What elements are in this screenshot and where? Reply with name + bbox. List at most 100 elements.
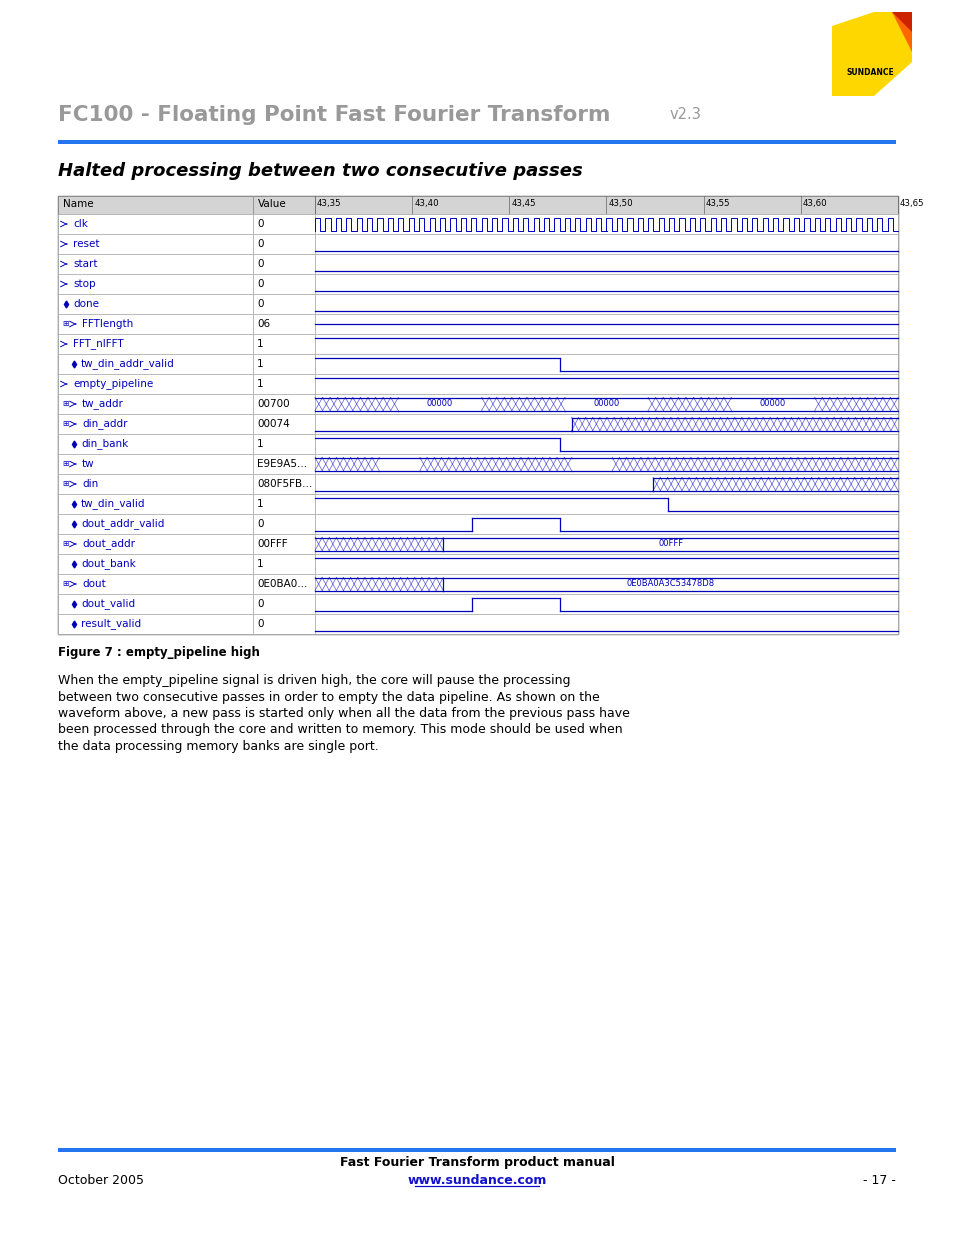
Bar (253, 614, 314, 634)
Text: dout_valid: dout_valid (81, 599, 135, 609)
Bar (58, 534, 253, 555)
Text: 0E0BA0...: 0E0BA0... (256, 579, 307, 589)
Text: the data processing memory banks are single port.: the data processing memory banks are sin… (58, 740, 378, 753)
Text: 00000: 00000 (426, 399, 453, 409)
Bar (253, 254, 314, 274)
Text: between two consecutive passes in order to empty the data pipeline. As shown on : between two consecutive passes in order … (58, 690, 599, 704)
Text: 43,35: 43,35 (316, 199, 341, 207)
Bar (253, 574, 314, 594)
Bar (253, 433, 314, 454)
Bar (314, 354, 897, 374)
Bar (58, 555, 253, 574)
Bar (253, 214, 314, 233)
Bar (314, 555, 897, 574)
Text: 0E0BA0A3C53478D8: 0E0BA0A3C53478D8 (626, 579, 714, 589)
Text: ⊞: ⊞ (62, 320, 69, 329)
Bar (314, 614, 897, 634)
Text: 0: 0 (256, 299, 263, 309)
Text: ⊞: ⊞ (62, 479, 69, 489)
Text: 0: 0 (256, 519, 263, 529)
Text: ⊞: ⊞ (62, 420, 69, 429)
Text: SUNDANCE: SUNDANCE (845, 68, 893, 77)
Bar (58, 294, 253, 314)
Text: Fast Fourier Transform product manual: Fast Fourier Transform product manual (339, 1156, 614, 1170)
Bar (314, 196, 897, 214)
Bar (253, 454, 314, 474)
Text: Figure 7 : empty_pipeline high: Figure 7 : empty_pipeline high (58, 646, 259, 659)
Text: 00074: 00074 (256, 419, 290, 429)
Bar (253, 555, 314, 574)
Bar (58, 214, 253, 233)
Bar (58, 274, 253, 294)
Text: FC100 - Floating Point Fast Fourier Transform: FC100 - Floating Point Fast Fourier Tran… (58, 105, 610, 125)
Text: 43,65: 43,65 (899, 199, 923, 207)
Bar (314, 494, 897, 514)
Text: ⊞: ⊞ (62, 540, 69, 548)
Text: 43,60: 43,60 (802, 199, 826, 207)
Polygon shape (831, 12, 911, 96)
Text: been processed through the core and written to memory. This mode should be used : been processed through the core and writ… (58, 724, 622, 736)
Bar (314, 274, 897, 294)
Text: 1: 1 (256, 338, 263, 350)
Text: - 17 -: - 17 - (862, 1174, 895, 1187)
Text: 06: 06 (256, 319, 270, 329)
Text: 0: 0 (256, 240, 263, 249)
Text: tw_din_addr_valid: tw_din_addr_valid (81, 358, 174, 369)
Text: ⊞: ⊞ (62, 579, 69, 589)
Text: ⊞: ⊞ (62, 399, 69, 409)
Polygon shape (873, 12, 911, 52)
Bar (253, 514, 314, 534)
Bar (314, 314, 897, 333)
Bar (58, 454, 253, 474)
Text: 43,55: 43,55 (705, 199, 730, 207)
Bar (58, 594, 253, 614)
Text: 43,50: 43,50 (608, 199, 633, 207)
Bar (314, 474, 897, 494)
Text: 0: 0 (256, 279, 263, 289)
Text: dout_bank: dout_bank (81, 558, 135, 569)
Text: ⊞: ⊞ (62, 459, 69, 468)
Text: 00700: 00700 (256, 399, 290, 409)
Text: 1: 1 (256, 379, 263, 389)
Bar (253, 594, 314, 614)
Bar (314, 394, 897, 414)
Bar (58, 196, 253, 214)
Bar (58, 494, 253, 514)
Bar (314, 574, 897, 594)
Text: 0: 0 (256, 619, 263, 629)
Bar (253, 233, 314, 254)
Text: www.sundance.com: www.sundance.com (407, 1174, 546, 1187)
Bar (58, 196, 897, 634)
Text: din_bank: din_bank (81, 438, 128, 450)
Text: dout: dout (82, 579, 106, 589)
Text: 00000: 00000 (593, 399, 619, 409)
Bar (58, 394, 253, 414)
Text: waveform above, a new pass is started only when all the data from the previous p: waveform above, a new pass is started on… (58, 706, 629, 720)
Bar (253, 534, 314, 555)
Bar (58, 374, 253, 394)
Polygon shape (891, 12, 911, 32)
Bar (314, 514, 897, 534)
Text: 1: 1 (256, 499, 263, 509)
Bar (58, 354, 253, 374)
Text: dout_addr: dout_addr (82, 538, 135, 550)
Text: tw: tw (82, 459, 94, 469)
Bar (58, 333, 253, 354)
Text: 1: 1 (256, 359, 263, 369)
Text: din: din (82, 479, 98, 489)
Text: 1: 1 (256, 559, 263, 569)
Bar (58, 314, 253, 333)
Text: result_valid: result_valid (81, 619, 141, 630)
Text: 0: 0 (256, 599, 263, 609)
Bar (314, 454, 897, 474)
Bar (314, 294, 897, 314)
Text: clk: clk (73, 219, 88, 228)
Text: empty_pipeline: empty_pipeline (73, 379, 153, 389)
Text: reset: reset (73, 240, 99, 249)
Bar (58, 614, 253, 634)
Text: tw_addr: tw_addr (82, 399, 124, 410)
Bar (314, 534, 897, 555)
Bar (58, 433, 253, 454)
Bar (253, 354, 314, 374)
Bar (58, 1149, 895, 1151)
